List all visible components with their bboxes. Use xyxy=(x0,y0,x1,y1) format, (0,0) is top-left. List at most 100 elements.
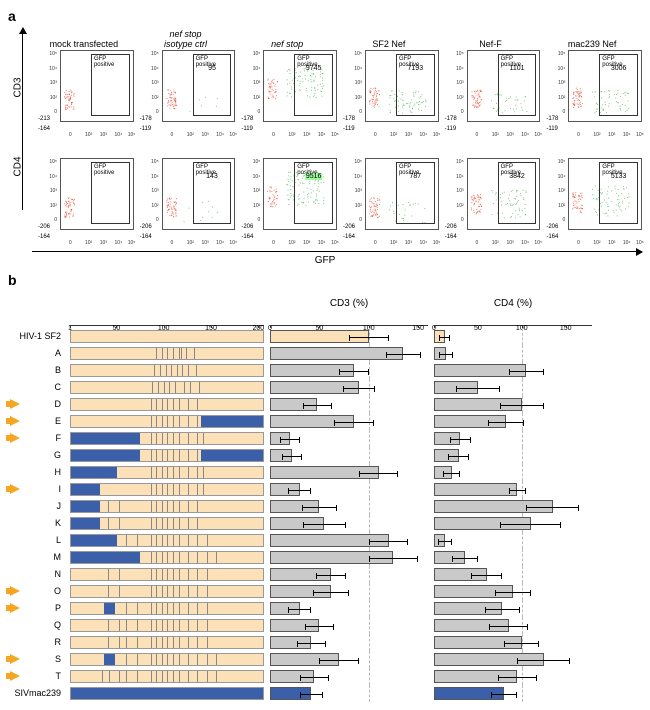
bar xyxy=(270,347,403,360)
neg-y: -206 xyxy=(546,224,558,230)
row-label: J xyxy=(8,498,64,515)
row-label-cd3: CD3 xyxy=(13,78,24,98)
bar-cell xyxy=(434,549,592,566)
y-ticks: 10⁵10⁴10³10²0 xyxy=(136,50,160,122)
panel-b-label: b xyxy=(8,272,642,288)
gate-count: 9516 xyxy=(305,173,323,180)
gate-count: 1101 xyxy=(509,65,524,72)
neg-y: -178 xyxy=(445,116,457,122)
plot-title: Nef-F xyxy=(441,28,541,50)
bar-cell xyxy=(434,447,592,464)
bar-cell xyxy=(270,345,428,362)
plot-area: GFP positive1101 xyxy=(467,50,541,122)
gate-box: GFP positive1101 xyxy=(498,54,537,116)
bar-cell xyxy=(434,651,592,668)
error-bar xyxy=(504,643,539,644)
neg-x: -119 xyxy=(343,126,355,132)
scatter-plot: nef stopisotype ctrlGFP positive9510⁵10⁴… xyxy=(136,28,236,134)
bar-cell xyxy=(434,668,592,685)
y-ticks: 10⁵10⁴10³10²0 xyxy=(339,158,363,230)
bar-cell xyxy=(434,413,592,430)
row-label: M xyxy=(8,549,64,566)
arrow-icon xyxy=(10,603,20,613)
x-axis-label: GFP xyxy=(315,255,336,266)
row-label: C xyxy=(8,379,64,396)
y-ticks: 10⁵10⁴10³10²0 xyxy=(237,158,261,230)
error-bar xyxy=(369,558,418,559)
bar-cell xyxy=(434,600,592,617)
error-bar xyxy=(439,354,453,355)
plot-area: GFP positive143 xyxy=(162,158,236,230)
row-label: H xyxy=(8,464,64,481)
error-bar xyxy=(343,388,375,389)
error-bar xyxy=(303,405,333,406)
y-ticks: 10⁵10⁴10³10²0 xyxy=(441,158,465,230)
bar-cell xyxy=(270,413,428,430)
arrow-icon xyxy=(10,433,20,443)
arrow-icon xyxy=(10,399,20,409)
bar-cell xyxy=(434,498,592,515)
sequence-bar xyxy=(70,430,264,447)
row-label: F xyxy=(8,430,64,447)
sequence-bar xyxy=(70,532,264,549)
sequence-bar xyxy=(70,379,264,396)
bar-cell xyxy=(270,481,428,498)
sequence-bar xyxy=(70,685,264,702)
row-label: T xyxy=(8,668,64,685)
neg-y: -206 xyxy=(343,224,355,230)
error-bar xyxy=(495,592,530,593)
scatter-plot: GFP positive10⁵10⁴10³10²0-206010²10³10⁴1… xyxy=(34,136,134,242)
x-axis-arrow xyxy=(32,251,642,252)
bar-cell xyxy=(270,634,428,651)
scatter-plot: GFP positive14310⁵10⁴10³10²0-206010²10³1… xyxy=(136,136,236,242)
y-ticks: 10⁵10⁴10³10²0 xyxy=(542,50,566,122)
sequence-bar xyxy=(70,515,264,532)
scatter-plot: SF2 NefGFP positive719310⁵10⁴10³10²0-178… xyxy=(339,28,439,134)
plot-title xyxy=(136,136,236,158)
bar-cell xyxy=(270,430,428,447)
gate-count: 787 xyxy=(409,173,421,180)
y-ticks: 10⁵10⁴10³10²0 xyxy=(34,158,58,230)
y-ticks: 10⁵10⁴10³10²0 xyxy=(34,50,58,122)
bar-cell xyxy=(270,600,428,617)
scatter-plot: GFP positive78710⁵10⁴10³10²0-206010²10³1… xyxy=(339,136,439,242)
bar-cell xyxy=(270,328,428,345)
neg-x: -164 xyxy=(546,234,558,240)
plot-title: SF2 Nef xyxy=(339,28,439,50)
plot-title xyxy=(441,136,541,158)
sequence-bar xyxy=(70,583,264,600)
row-label: SIVmac239 xyxy=(8,685,64,702)
error-bar xyxy=(316,575,346,576)
neg-x: -164 xyxy=(241,234,253,240)
row-label: HIV-1 SF2 xyxy=(8,328,64,345)
neg-y: -206 xyxy=(38,224,50,230)
gate-box: GFP positive7193 xyxy=(396,54,435,116)
neg-y: -206 xyxy=(140,224,152,230)
sequence-bar xyxy=(70,396,264,413)
neg-y: -213 xyxy=(38,116,50,122)
row-label: L xyxy=(8,532,64,549)
gate-box: GFP positive9745 xyxy=(294,54,333,116)
axis-title: CD4 (%) xyxy=(434,298,592,309)
neg-x: -164 xyxy=(445,234,457,240)
bar-cell xyxy=(270,651,428,668)
bar-cell xyxy=(270,362,428,379)
axis-header: 150100150200 xyxy=(70,298,264,326)
gate-count: 5133 xyxy=(611,173,627,180)
bar-cell xyxy=(434,634,592,651)
plot-title: nef stop xyxy=(237,28,337,50)
bar-cell xyxy=(270,447,428,464)
sequence-bar xyxy=(70,362,264,379)
row-label: Q xyxy=(8,617,64,634)
y-ticks: 10⁵10⁴10³10²0 xyxy=(542,158,566,230)
bar-cell xyxy=(434,464,592,481)
error-bar xyxy=(452,558,478,559)
error-bar xyxy=(456,388,500,389)
error-bar xyxy=(305,626,335,627)
row-label: O xyxy=(8,583,64,600)
gate-count: 7193 xyxy=(408,65,424,72)
row-label: B xyxy=(8,362,64,379)
header-blank xyxy=(8,298,64,326)
error-bar xyxy=(386,354,422,355)
bar-cell xyxy=(270,617,428,634)
